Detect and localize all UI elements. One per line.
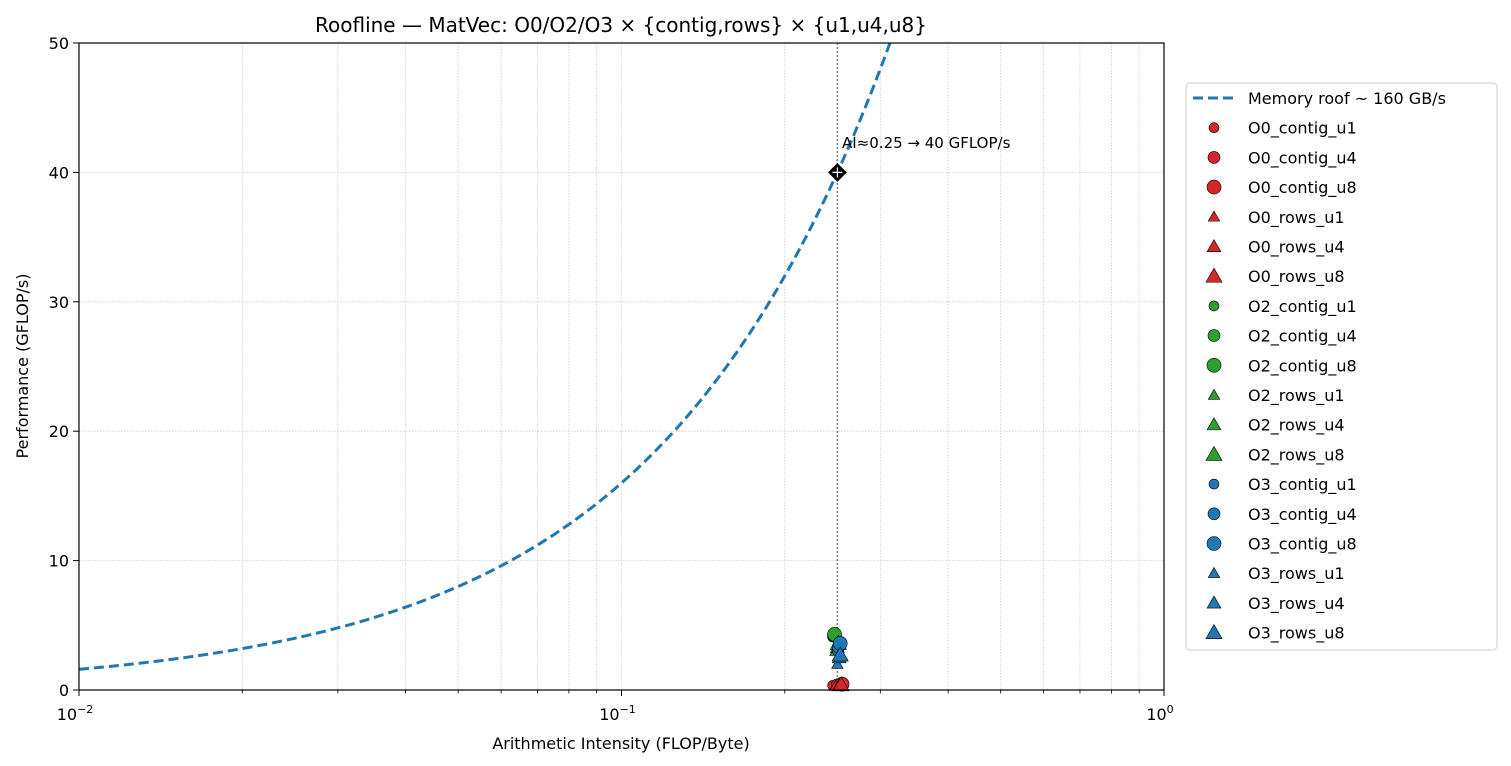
y-tick-label: 40 <box>49 163 69 182</box>
legend-label-O3_contig_u4: O3_contig_u4 <box>1248 505 1357 525</box>
legend-marker-O3_rows_u4 <box>1206 595 1222 609</box>
legend-marker-O0_rows_u8 <box>1205 267 1223 283</box>
legend-marker-O3_contig_u1 <box>1208 478 1220 490</box>
legend-marker-O3_contig_u4 <box>1207 507 1221 521</box>
legend-label-O0_contig_u8: O0_contig_u8 <box>1248 178 1357 198</box>
legend-label-O3_contig_u1: O3_contig_u1 <box>1248 475 1357 495</box>
legend-marker-O2_contig_u1 <box>1208 300 1220 312</box>
grid-lines <box>79 43 1164 690</box>
legend-marker-O2_rows_u4 <box>1206 417 1222 431</box>
chart-title: Roofline — MatVec: O0/O2/O3 × {contig,ro… <box>315 13 927 37</box>
y-tick-label: 50 <box>49 34 69 53</box>
x-tick-label: 100 <box>1146 703 1173 724</box>
legend-label-O2_rows_u8: O2_rows_u8 <box>1248 445 1345 465</box>
legend-label-O3_rows_u1: O3_rows_u1 <box>1248 564 1345 584</box>
legend-label-memory-roof: Memory roof ~ 160 GB/s <box>1248 89 1446 108</box>
legend-marker-O3_rows_u8 <box>1205 623 1223 639</box>
y-tick-label: 30 <box>49 293 69 312</box>
y-tick-label: 20 <box>49 422 69 441</box>
legend-marker-O0_contig_u1 <box>1208 122 1220 133</box>
legend-marker-O0_rows_u1 <box>1207 210 1221 222</box>
legend-label-O0_contig_u4: O0_contig_u4 <box>1248 148 1357 168</box>
point-O3_rows_u8 <box>831 646 849 662</box>
legend-marker-O0_contig_u8 <box>1206 179 1222 195</box>
legend-marker-O0_contig_u4 <box>1207 151 1221 164</box>
legend-label-O2_contig_u8: O2_contig_u8 <box>1248 356 1357 376</box>
memory-roof-layer <box>79 43 892 671</box>
y-tick-label: 0 <box>59 681 69 700</box>
legend-label-O0_contig_u1: O0_contig_u1 <box>1248 119 1357 139</box>
point-O0_rows_u8 <box>832 676 850 692</box>
highlight-point-plus <box>832 167 843 178</box>
legend-label-O2_rows_u4: O2_rows_u4 <box>1248 416 1345 436</box>
axis-ticks: 0 10 20 30 40 50 10−2 10−1 100 <box>49 34 1174 724</box>
legend-label-O0_rows_u4: O0_rows_u4 <box>1248 238 1345 258</box>
legend-label-O2_rows_u1: O2_rows_u1 <box>1248 386 1345 406</box>
ridge-annotation: AI≈0.25 → 40 GFLOP/s <box>842 134 1011 152</box>
y-tick-label: 10 <box>49 552 69 571</box>
legend-marker-O2_rows_u8 <box>1205 445 1223 461</box>
x-axis-label: Arithmetic Intensity (FLOP/Byte) <box>492 734 749 753</box>
legend-label-O3_rows_u4: O3_rows_u4 <box>1248 594 1345 614</box>
legend-marker-O2_contig_u4 <box>1207 329 1221 342</box>
y-axis-label: Performance (GFLOP/s) <box>13 274 32 459</box>
legend-marker-O3_rows_u1 <box>1207 566 1221 578</box>
legend: Memory roof ~ 160 GB/s O0_contig_u1 O0_con… <box>1185 82 1498 651</box>
data-points <box>827 162 850 692</box>
legend-label-O2_contig_u1: O2_contig_u1 <box>1248 297 1357 317</box>
point-O3_rows_u1 <box>831 657 844 669</box>
legend-marker-O0_rows_u4 <box>1206 238 1222 252</box>
memory-roof-line <box>79 43 892 671</box>
x-tick-label: 10−1 <box>599 703 636 724</box>
legend-label-O2_contig_u4: O2_contig_u4 <box>1248 327 1357 347</box>
legend-label-O0_rows_u8: O0_rows_u8 <box>1248 267 1345 287</box>
legend-label-O0_rows_u1: O0_rows_u1 <box>1248 208 1345 228</box>
legend-marker-O3_contig_u8 <box>1206 536 1222 551</box>
legend-frame <box>1185 82 1498 651</box>
legend-marker-O2_rows_u1 <box>1207 388 1221 400</box>
x-tick-label: 10−2 <box>57 703 94 724</box>
legend-marker-O2_contig_u8 <box>1206 357 1222 373</box>
legend-label-O3_contig_u8: O3_contig_u8 <box>1248 535 1357 555</box>
legend-label-O3_rows_u8: O3_rows_u8 <box>1248 624 1345 644</box>
